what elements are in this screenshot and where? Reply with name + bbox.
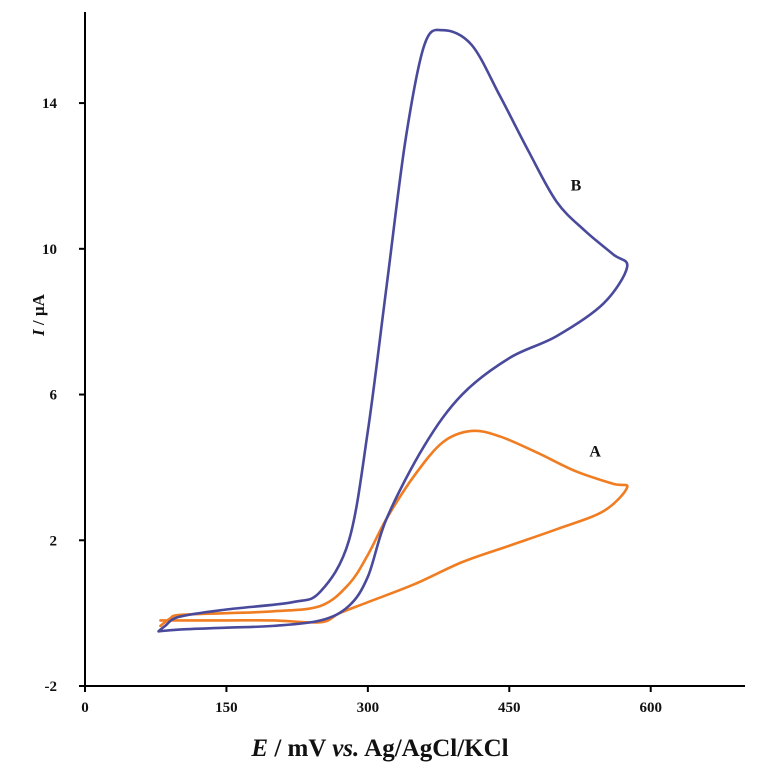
x-tick-label: 150 — [215, 700, 238, 716]
y-tick-label: 10 — [42, 242, 57, 258]
y-tick-label: 2 — [50, 533, 58, 549]
x-axis-label: E / mV vs. Ag/AgCl/KCl — [251, 735, 509, 762]
x-tick-label: 0 — [81, 700, 89, 716]
y-tick-label: 14 — [42, 96, 58, 112]
x-tick-label: 300 — [357, 700, 380, 716]
y-axis-label: I / µA — [28, 294, 48, 336]
series-line-b — [157, 28, 629, 633]
series-line-a — [159, 429, 629, 628]
y-tick-label: -2 — [45, 679, 58, 695]
series-label-b: B — [571, 178, 582, 195]
y-tick-label: 6 — [50, 388, 58, 404]
series-labels: AB — [571, 178, 602, 461]
x-tick-label: 450 — [498, 700, 521, 716]
series-label-a: A — [589, 443, 601, 460]
x-ticks: 0 150 300 450 600 — [81, 686, 662, 716]
series-group — [157, 28, 629, 633]
y-ticks: -2 2 6 10 14 — [42, 96, 85, 695]
x-tick-label: 600 — [639, 700, 662, 716]
axes — [84, 12, 745, 687]
